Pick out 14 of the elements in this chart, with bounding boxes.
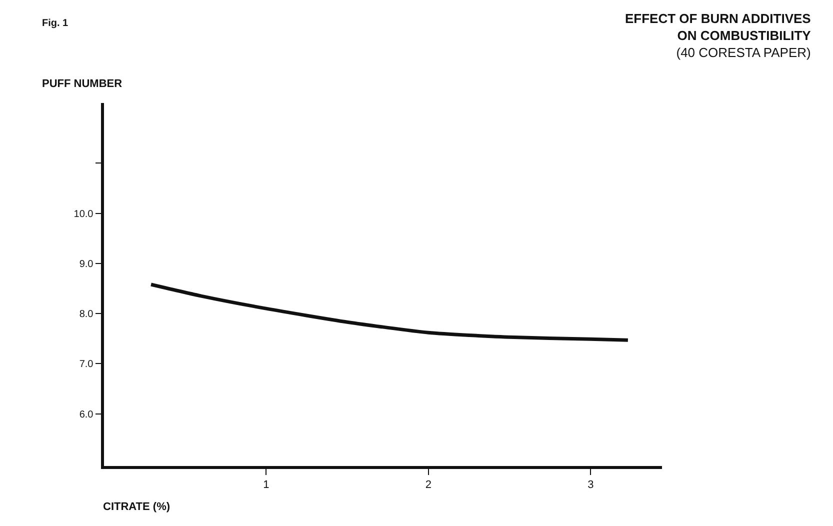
y-tick-label: 6.0 [79,409,94,420]
x-tick-label: 1 [263,478,270,491]
y-tick-label: 8.0 [79,309,94,320]
caption: Fig. 1 [42,18,69,29]
line-series [149,282,630,342]
x-axis-title: CITRATE (%) [103,501,170,513]
y-tick-label: 10.0 [74,208,94,220]
y-tick-label: 9.0 [79,258,94,270]
x-tick-label: 2 [425,478,432,491]
text: (40 CORESTA PAPER) [676,44,811,60]
text: EFFECT OF BURN ADDITIVES ON COMBUSTIBILITY [625,11,812,43]
y-axis-title: PUFF NUMBER [42,78,122,90]
x-tick-label: 3 [588,478,594,491]
y-tick-label: 7.0 [79,359,94,370]
